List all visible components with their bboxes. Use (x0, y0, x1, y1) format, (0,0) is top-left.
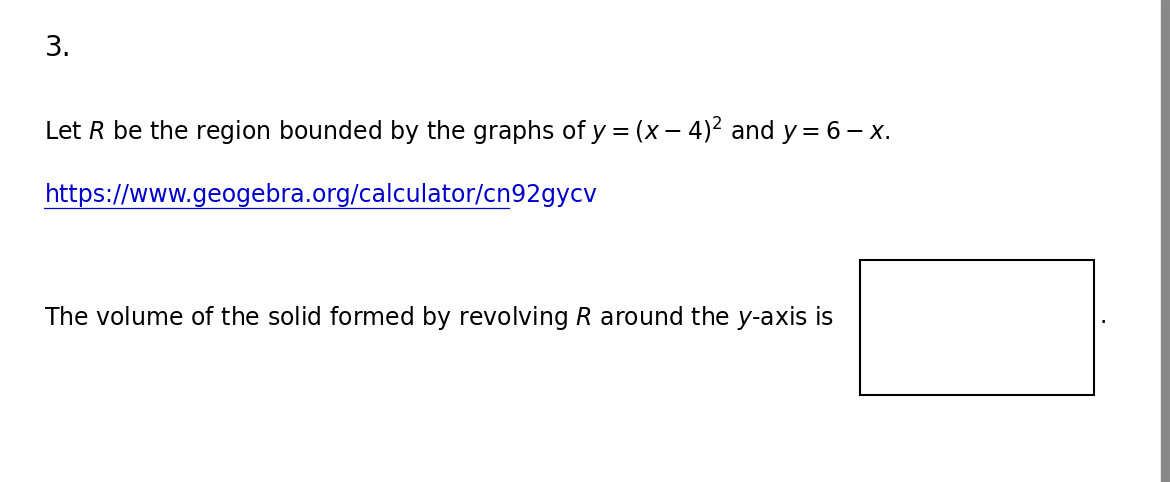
Text: The volume of the solid formed by revolving $R$ around the $y$-axis is: The volume of the solid formed by revolv… (44, 304, 834, 332)
Text: 3.: 3. (44, 34, 71, 62)
Bar (1161, 0, 1170, 482)
Text: .: . (1100, 304, 1107, 328)
Text: https://www.geogebra.org/calculator/cn92gycv: https://www.geogebra.org/calculator/cn92… (44, 183, 598, 207)
Text: Let $R$ be the region bounded by the graphs of $y = (x-4)^2$ and $y = 6 - x$.: Let $R$ be the region bounded by the gra… (44, 116, 890, 148)
Bar (860, 260, 1094, 395)
